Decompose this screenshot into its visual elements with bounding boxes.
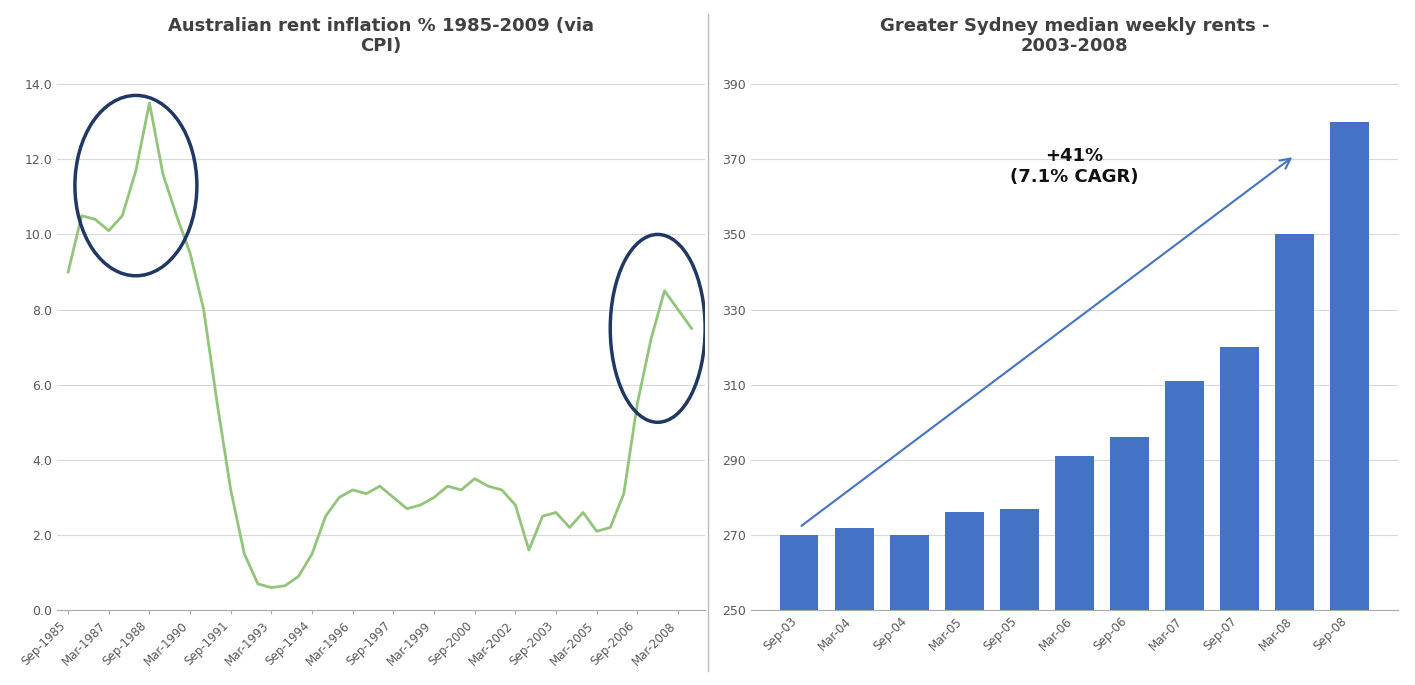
- Title: Australian rent inflation % 1985-2009 (via
CPI): Australian rent inflation % 1985-2009 (v…: [168, 16, 594, 55]
- Text: +41%
(7.1% CAGR): +41% (7.1% CAGR): [1010, 147, 1139, 186]
- Bar: [1275, 234, 1315, 610]
- Bar: [835, 527, 873, 610]
- Bar: [890, 535, 928, 610]
- Bar: [780, 535, 818, 610]
- Bar: [1000, 509, 1039, 610]
- Bar: [1330, 122, 1368, 610]
- Bar: [1165, 381, 1204, 610]
- Bar: [1056, 456, 1094, 610]
- Bar: [945, 512, 983, 610]
- Title: Greater Sydney median weekly rents -
2003-2008: Greater Sydney median weekly rents - 200…: [880, 16, 1269, 55]
- Bar: [1220, 347, 1259, 610]
- Bar: [1111, 437, 1149, 610]
